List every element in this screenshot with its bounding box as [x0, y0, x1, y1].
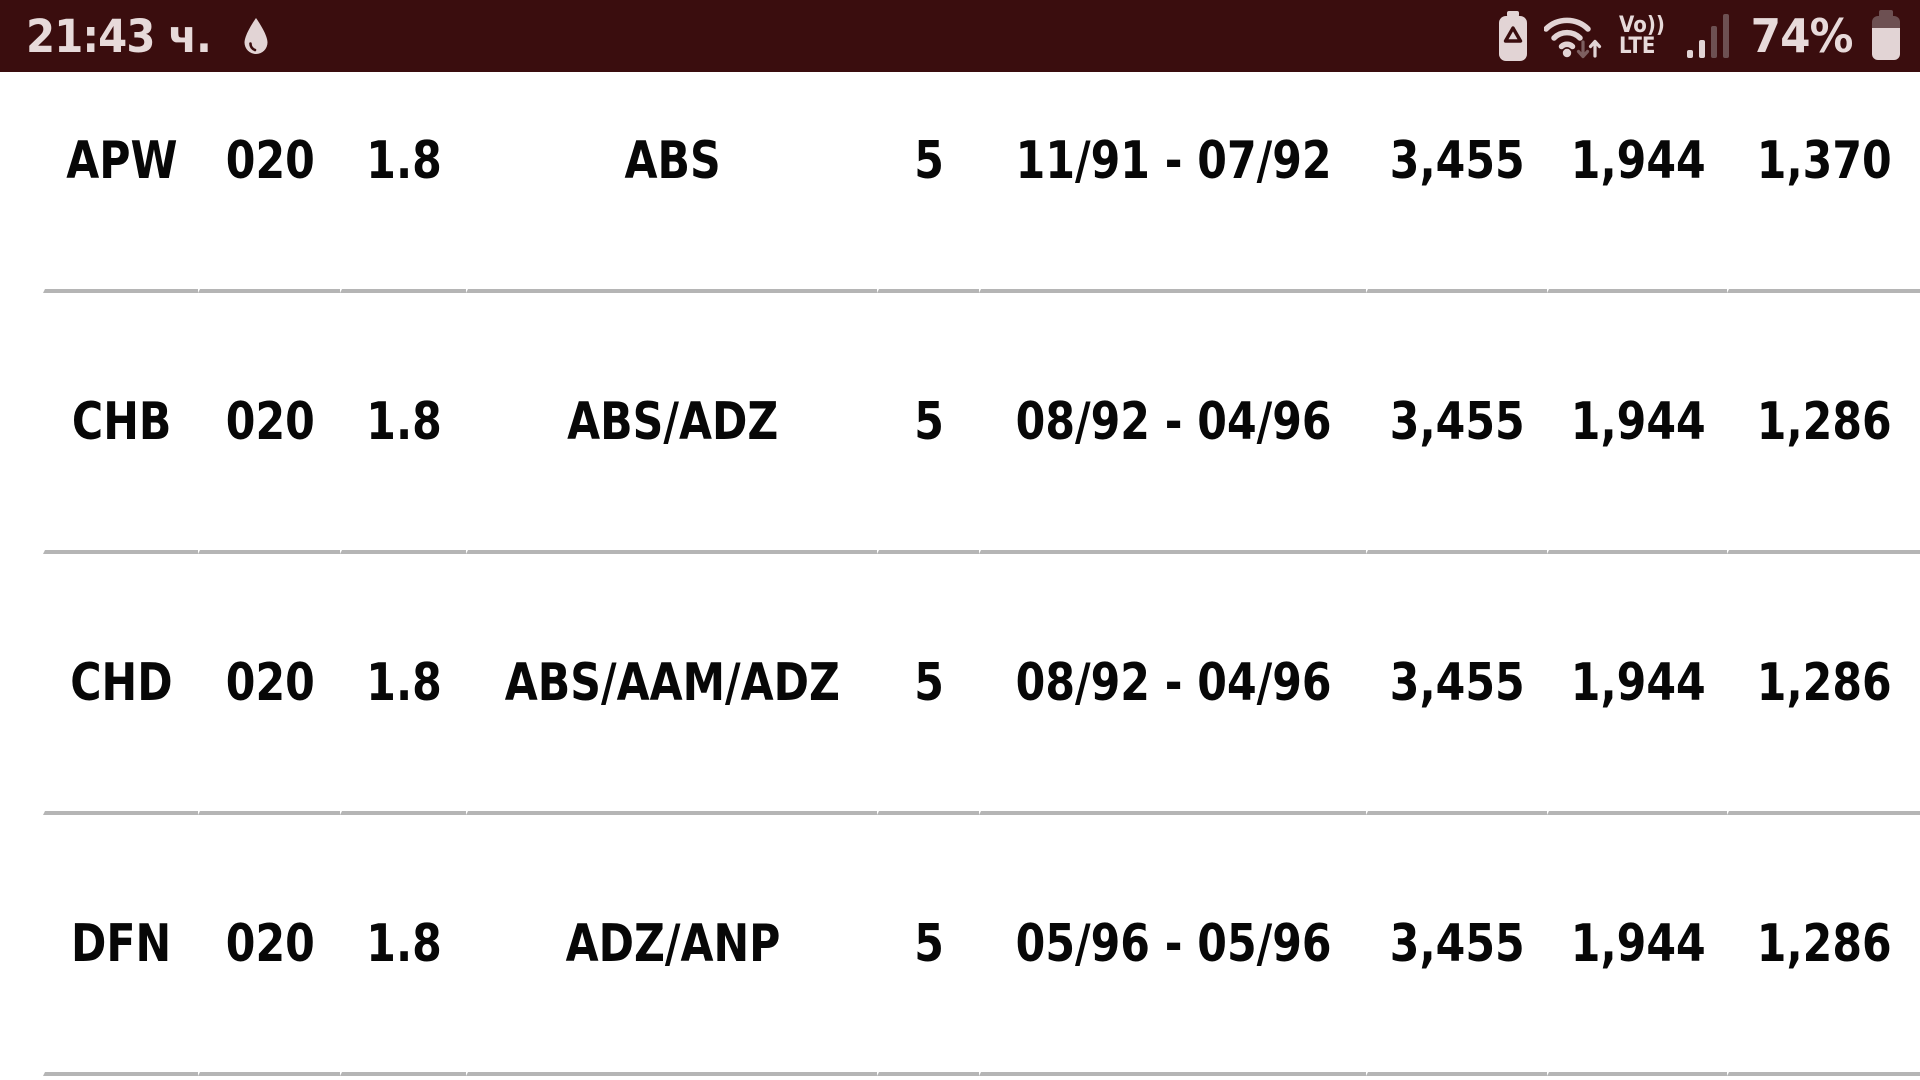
- battery-percent-text: 74%: [1750, 9, 1854, 63]
- cell-displacement: 1.8: [339, 32, 467, 293]
- cell-ratio-b: 1,944: [1546, 32, 1728, 293]
- water-drop-icon: [244, 18, 268, 54]
- cell-ratio-c: 1,286: [1727, 815, 1920, 1076]
- cell-ratio-b: 1,944: [1546, 815, 1728, 1076]
- cell-ratio-b: 1,944: [1546, 293, 1728, 554]
- signal-strength-icon: [1686, 14, 1729, 58]
- cell-period: 08/92 - 04/96: [978, 554, 1367, 815]
- volte-icon: Vo)) LTE: [1618, 13, 1670, 59]
- status-bar: 21:43 ч. Vo)) LTE: [0, 0, 1920, 72]
- table-row[interactable]: CHB 020 1.8 ABS/ADZ 5 08/92 - 04/96 3,45…: [43, 293, 1920, 554]
- cell-gears: 5: [876, 32, 979, 293]
- battery-nub: [1879, 10, 1893, 16]
- cell-code: APW: [43, 32, 199, 293]
- cell-ratio-c: 1,286: [1727, 554, 1920, 815]
- wifi-up-arrow: [1588, 39, 1601, 58]
- cell-displacement: 1.8: [339, 554, 467, 815]
- cell-type: 020: [198, 293, 340, 554]
- cell-ratio-a: 3,455: [1366, 554, 1547, 815]
- cell-displacement: 1.8: [339, 815, 467, 1076]
- wifi-icon: [1543, 17, 1601, 59]
- cell-type: 020: [198, 815, 340, 1076]
- cell-gears: 5: [876, 293, 979, 554]
- table-row[interactable]: DFN 020 1.8 ADZ/ANP 5 05/96 - 05/96 3,45…: [43, 815, 1920, 1076]
- data-table: APW 020 1.8 ABS 5 11/91 - 07/92 3,455 1,…: [43, 32, 1920, 1076]
- cell-engines: ABS/AAM/ADZ: [466, 554, 877, 815]
- status-bar-right: Vo)) LTE 74%: [1498, 9, 1900, 63]
- cell-period: 05/96 - 05/96: [978, 815, 1367, 1076]
- cell-ratio-b: 1,944: [1546, 554, 1728, 815]
- battery-icon: [1872, 10, 1900, 62]
- volte-top-text: Vo)): [1618, 13, 1665, 38]
- volte-bottom-text: LTE: [1618, 34, 1656, 59]
- cell-displacement: 1.8: [339, 293, 467, 554]
- cell-engines: ABS/ADZ: [466, 293, 877, 554]
- cell-gears: 5: [876, 815, 979, 1076]
- table-row[interactable]: APW 020 1.8 ABS 5 11/91 - 07/92 3,455 1,…: [43, 32, 1920, 293]
- wifi-down-arrow: [1576, 40, 1589, 59]
- battery-fill-segment: [1872, 28, 1900, 60]
- cell-ratio-a: 3,455: [1366, 815, 1547, 1076]
- cell-type: 020: [198, 554, 340, 815]
- cell-code: CHB: [43, 293, 199, 554]
- cell-ratio-a: 3,455: [1366, 293, 1547, 554]
- cell-period: 08/92 - 04/96: [978, 293, 1367, 554]
- battery-empty-segment: [1872, 16, 1900, 28]
- cell-period: 11/91 - 07/92: [978, 32, 1367, 293]
- clock-text: 21:43 ч.: [26, 9, 212, 63]
- status-bar-left: 21:43 ч.: [26, 14, 271, 59]
- cell-engines: ABS: [466, 32, 877, 293]
- gearbox-data-table[interactable]: APW 020 1.8 ABS 5 11/91 - 07/92 3,455 1,…: [43, 32, 1920, 1076]
- cell-ratio-c: 1,286: [1727, 293, 1920, 554]
- table-row[interactable]: CHD 020 1.8 ABS/AAM/ADZ 5 08/92 - 04/96 …: [43, 554, 1920, 815]
- cell-ratio-c: 1,370: [1727, 32, 1920, 293]
- cell-ratio-a: 3,455: [1366, 32, 1547, 293]
- cell-code: CHD: [43, 554, 199, 815]
- cell-engines: ADZ/ANP: [466, 815, 877, 1076]
- cell-type: 020: [198, 32, 340, 293]
- cell-gears: 5: [876, 554, 979, 815]
- battery-saver-icon: [1498, 11, 1527, 61]
- cell-code: DFN: [43, 815, 199, 1076]
